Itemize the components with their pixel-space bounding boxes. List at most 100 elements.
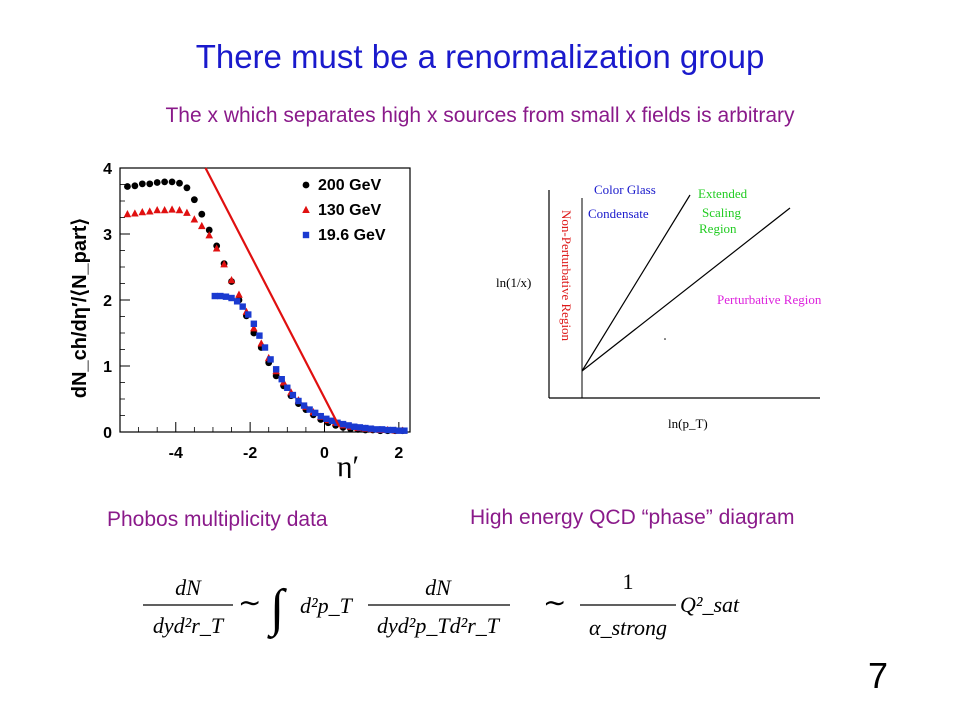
slide-number: 7: [868, 655, 889, 696]
cgc-label-line1: Color Glass: [594, 182, 656, 197]
data-point: [153, 206, 161, 214]
measure: d²p_T: [300, 593, 354, 618]
data-point: [339, 420, 347, 428]
legend-marker: [302, 205, 310, 213]
data-point: [183, 184, 191, 192]
data-point: [235, 290, 243, 298]
sim-symbol-2: ∼: [543, 588, 566, 619]
data-point: [239, 303, 246, 310]
x-axis-label: η′: [337, 450, 359, 478]
data-point: [351, 423, 358, 430]
x-tick-label: -4: [169, 445, 183, 462]
rhs-numerator: dN: [425, 575, 452, 600]
data-point: [228, 294, 235, 302]
legend-label: 130 GeV: [318, 202, 381, 219]
data-point: [211, 292, 219, 300]
legend-marker: [302, 181, 310, 189]
data-point: [138, 208, 147, 216]
data-point: [267, 356, 274, 363]
data-point: [197, 221, 206, 230]
fit-line: [204, 167, 341, 428]
nonperturbative-label: Non-Perturbative Region: [559, 210, 574, 342]
legend-label: 200 GeV: [318, 177, 381, 194]
formula: dN dyd²r_T ∼ ∫ d²p_T dN dyd²p_Td²r_T ∼ 1…: [143, 569, 740, 640]
data-point: [373, 426, 380, 433]
data-point: [175, 206, 184, 214]
axis-ticks: 0 1 2 3 4 -4 -2 0 2: [103, 161, 403, 462]
extended-label-line3: Region: [699, 221, 737, 236]
data-point: [168, 178, 176, 186]
data-point: [123, 210, 132, 218]
y-tick-label: 3: [103, 227, 112, 244]
data-point: [345, 422, 352, 429]
data-point: [153, 179, 161, 186]
data-point: [131, 209, 139, 217]
data-point: [328, 417, 336, 424]
x-axis-label: ln(p_T): [668, 416, 708, 431]
data-point: [401, 427, 408, 434]
y-tick-label: 2: [103, 293, 112, 310]
coupling-denominator: α_strong: [589, 615, 667, 640]
data-point: [198, 210, 206, 218]
data-point: [145, 207, 154, 215]
data-marks: [123, 167, 408, 435]
extended-label-line1: Extended: [698, 186, 748, 201]
data-point: [168, 205, 176, 213]
legend-label: 19.6 GeV: [318, 227, 386, 244]
dot-mark: [664, 338, 666, 340]
data-point: [245, 311, 252, 318]
multiplicity-chart: 0 1 2 3 4 -4 -2 0 2 dN_ch/dη′/⟨N_part⟩ η′ 200 Ge…: [69, 161, 411, 478]
legend: 200 GeV 130 GeV 19.6 GeV: [302, 177, 386, 244]
data-point: [212, 244, 221, 252]
sim-symbol: ∼: [238, 588, 261, 619]
slide-title: There must be a renormalization group: [195, 38, 765, 75]
integral-symbol: ∫: [267, 580, 287, 639]
data-point: [222, 293, 230, 300]
x-tick-label: -2: [243, 445, 257, 462]
lhs-numerator: dN: [175, 575, 202, 600]
data-point: [124, 183, 131, 190]
data-point: [317, 412, 324, 420]
slide-subtitle: The x which separates high x sources fro…: [165, 104, 795, 127]
data-point: [367, 425, 375, 432]
coupling-numerator: 1: [623, 569, 634, 594]
scaling-boundary-line: [581, 207, 791, 372]
data-point: [161, 178, 169, 186]
data-point: [300, 402, 308, 409]
data-point: [217, 292, 224, 300]
data-point: [272, 366, 280, 373]
perturbative-label: Perturbative Region: [717, 292, 822, 307]
cgc-boundary-line: [581, 194, 691, 372]
rhs-denominator: dyd²p_Td²r_T: [377, 613, 501, 638]
qcd-phase-diagram: ln(1/x) ln(p_T) Color Glass Condensate E…: [496, 182, 822, 431]
data-point: [176, 179, 183, 187]
data-point: [284, 384, 291, 391]
data-point: [362, 424, 369, 432]
data-point: [390, 426, 397, 434]
data-point: [356, 424, 364, 431]
data-point: [306, 406, 313, 413]
saturation-scale: Q²_sat: [680, 592, 740, 617]
data-point: [233, 298, 241, 305]
lhs-denominator: dyd²r_T: [153, 613, 225, 638]
data-point: [261, 344, 269, 351]
data-point: [146, 180, 154, 188]
data-point: [190, 196, 198, 204]
data-point: [250, 324, 258, 332]
data-point: [227, 276, 236, 284]
data-point: [278, 376, 285, 383]
left-caption: Phobos multiplicity data: [107, 508, 328, 531]
data-point: [378, 426, 386, 433]
y-tick-label: 1: [103, 359, 112, 376]
data-point: [395, 427, 403, 434]
data-point: [160, 206, 169, 214]
right-caption: High energy QCD “phase” diagram: [470, 506, 795, 529]
data-point: [295, 397, 302, 405]
x-tick-label: 2: [394, 445, 403, 462]
data-point: [256, 332, 263, 339]
extended-label-line2: Scaling: [702, 205, 741, 220]
data-point: [220, 260, 228, 268]
data-point: [311, 409, 319, 417]
y-tick-label: 0: [103, 425, 112, 442]
y-axis-label: ln(1/x): [496, 275, 531, 290]
